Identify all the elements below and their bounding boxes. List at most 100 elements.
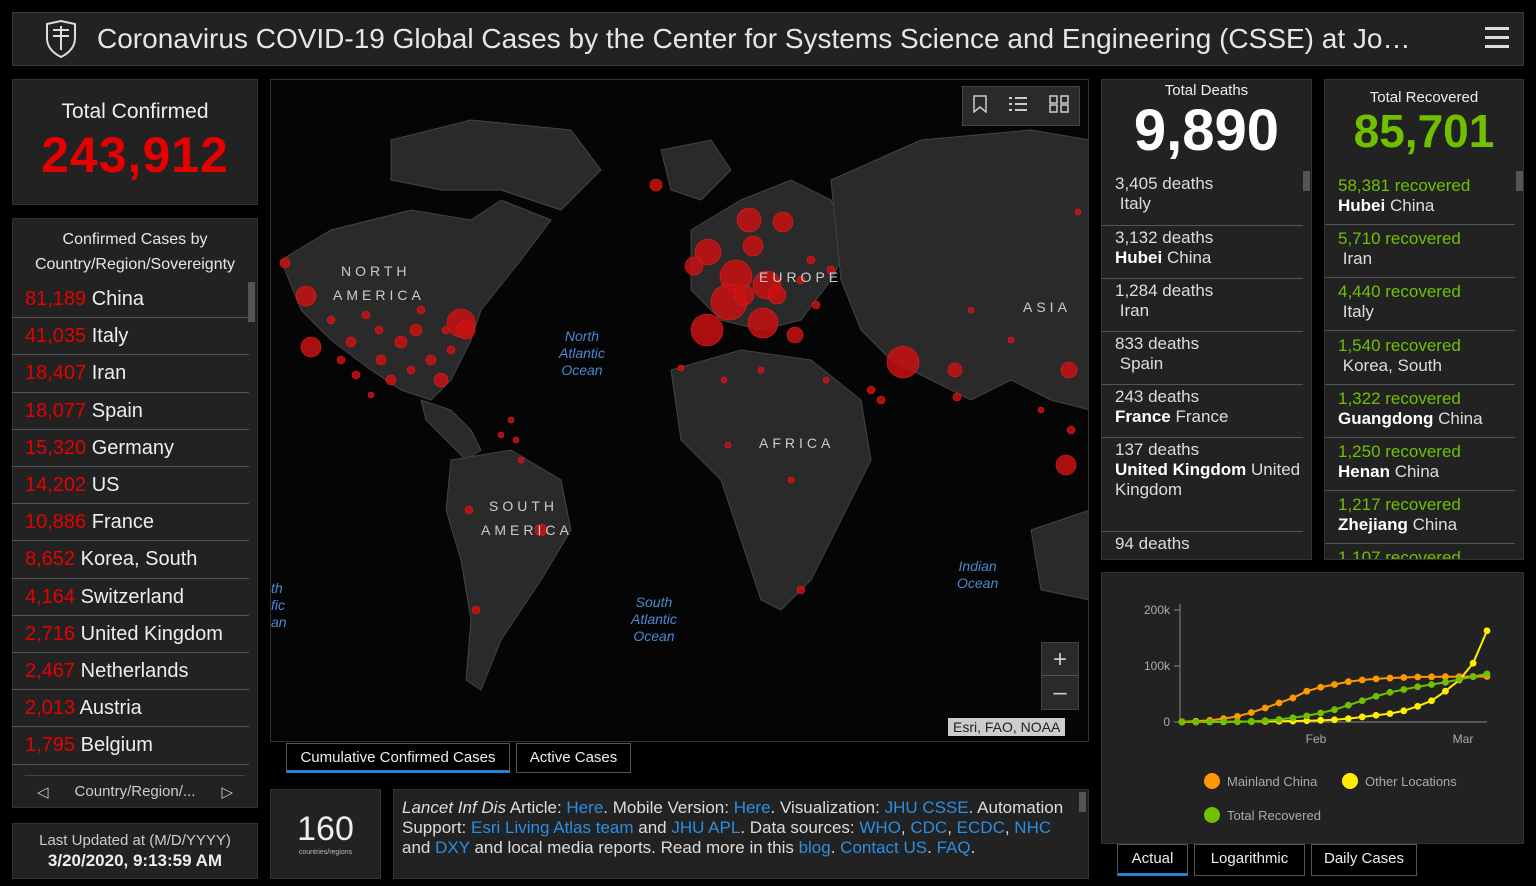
- link-cdc[interactable]: CDC: [910, 818, 948, 837]
- link-blog[interactable]: blog: [798, 838, 831, 857]
- death-row[interactable]: 243 deaths France France: [1102, 385, 1303, 438]
- series-point: [1442, 678, 1449, 686]
- country-count: 8,652: [25, 548, 76, 571]
- tab-cumulative-confirmed[interactable]: Cumulative Confirmed Cases: [286, 743, 510, 773]
- link-jhu-csse[interactable]: JHU CSSE: [884, 798, 969, 817]
- link-who[interactable]: WHO: [859, 818, 901, 837]
- country-row[interactable]: 4,164 Switzerland: [12, 579, 249, 616]
- series-point: [1178, 718, 1186, 726]
- ocean-south-atlantic: South Atlantic Ocean: [631, 594, 677, 645]
- series-point: [1386, 674, 1394, 682]
- recovered-count: 1,107 recovered: [1338, 548, 1461, 560]
- link-faq[interactable]: FAQ: [936, 838, 971, 857]
- recovered-row[interactable]: 1,540 recovered Korea, South: [1325, 332, 1515, 385]
- recovered-scrollbar[interactable]: [1516, 171, 1523, 191]
- recovered-country: China: [1438, 408, 1483, 428]
- tab-active-cases[interactable]: Active Cases: [516, 743, 631, 773]
- country-count: 2,467: [25, 660, 76, 682]
- series-point: [1331, 716, 1338, 724]
- country-row[interactable]: 2,467 Netherlands: [12, 653, 249, 691]
- series-point: [1483, 670, 1491, 678]
- country-row[interactable]: 18,077 Spain: [12, 393, 249, 430]
- recovered-row[interactable]: 1,250 recovered Henan China: [1325, 438, 1515, 491]
- total-deaths-label: Total Deaths: [1164, 82, 1249, 99]
- country-count: 2,716: [25, 622, 76, 645]
- death-region: France: [1115, 407, 1171, 426]
- death-count: 1,284 deaths: [1115, 281, 1214, 300]
- series-point: [1317, 716, 1325, 724]
- list-scrollbar[interactable]: [248, 282, 255, 322]
- country-count: 18,407: [25, 362, 87, 385]
- list-icon[interactable]: [1008, 95, 1028, 118]
- country-row[interactable]: 41,035 Italy: [12, 318, 249, 356]
- death-row[interactable]: 3,405 deaths Italy: [1102, 172, 1303, 226]
- country-name: Switzerland: [80, 585, 185, 608]
- link-article[interactable]: Here: [566, 798, 604, 817]
- country-row[interactable]: 81,189 China: [12, 281, 249, 319]
- zoom-in-button[interactable]: +: [1042, 643, 1078, 676]
- series-point: [1400, 707, 1408, 715]
- zoom-control: + –: [1041, 642, 1079, 710]
- death-row[interactable]: 833 deaths Spain: [1102, 332, 1303, 385]
- death-row[interactable]: 1,284 deaths Iran: [1102, 279, 1303, 332]
- death-row[interactable]: 137 deaths United Kingdom United Kingdom: [1102, 438, 1303, 532]
- link-jhu-apl[interactable]: JHU APL: [671, 818, 741, 837]
- recovered-row[interactable]: 5,710 recovered Iran: [1325, 225, 1515, 279]
- country-row[interactable]: 2,013 Austria: [12, 690, 249, 728]
- legend-swatch: [1204, 807, 1220, 823]
- death-row[interactable]: 3,132 deaths Hubei China: [1102, 226, 1303, 279]
- link-contact[interactable]: Contact US: [840, 838, 928, 857]
- recovered-country: Iran: [1342, 249, 1373, 269]
- recovered-row[interactable]: 4,440 recovered Italy: [1325, 278, 1515, 332]
- info-scrollbar[interactable]: [1079, 792, 1086, 812]
- map-toolbar: [962, 86, 1080, 126]
- recovered-row[interactable]: 58,381 recovered Hubei China: [1325, 172, 1515, 225]
- series-point: [1358, 697, 1366, 705]
- info-text: . Visualization:: [770, 798, 885, 817]
- basemap-gallery-icon[interactable]: [1048, 94, 1069, 118]
- total-recovered-label: Total Recovered: [1369, 89, 1479, 106]
- legend-label: Total Recovered: [1227, 808, 1321, 823]
- hamburger-menu-icon[interactable]: [1485, 27, 1509, 49]
- country-name: Korea, South: [80, 548, 198, 571]
- country-row[interactable]: 18,407 Iran: [12, 355, 249, 393]
- recovered-country: Italy: [1342, 302, 1374, 322]
- country-row[interactable]: 14,202 US: [12, 467, 249, 505]
- series-point: [1261, 704, 1269, 712]
- recovered-row[interactable]: 1,107 recovered: [1325, 544, 1515, 560]
- country-row[interactable]: 8,652 Korea, South: [12, 541, 249, 579]
- country-name: Netherlands: [80, 660, 189, 682]
- world-map[interactable]: NORTH AMERICA EUROPE ASIA AFRICA SOUTH A…: [270, 79, 1089, 742]
- recovered-country: China: [1412, 515, 1458, 535]
- death-row[interactable]: 94 deaths: [1102, 532, 1303, 559]
- link-ecdc[interactable]: ECDC: [956, 818, 1005, 837]
- country-name: Germany: [91, 436, 174, 459]
- tab-logarithmic[interactable]: Logarithmic: [1194, 844, 1305, 876]
- countries-count-value: 160: [297, 810, 354, 848]
- link-dxy[interactable]: DXY: [435, 838, 470, 857]
- series-point: [1289, 714, 1297, 722]
- country-name: Belgium: [80, 734, 153, 757]
- bookmark-icon[interactable]: [973, 94, 988, 118]
- country-row[interactable]: 10,886 France: [12, 504, 249, 542]
- country-row[interactable]: 2,716 United Kingdom: [12, 616, 249, 653]
- deaths-scrollbar[interactable]: [1303, 171, 1310, 191]
- zoom-out-button[interactable]: –: [1053, 679, 1067, 706]
- link-esri[interactable]: Esri Living Atlas team: [471, 818, 634, 837]
- ocean-line: an: [271, 614, 287, 630]
- map-label-africa: AFRICA: [759, 435, 835, 451]
- country-row[interactable]: 1,795 Belgium: [12, 727, 249, 765]
- series-point: [1469, 659, 1477, 667]
- tab-actual[interactable]: Actual: [1117, 844, 1188, 876]
- link-nhc[interactable]: NHC: [1014, 818, 1052, 837]
- chevron-right-icon[interactable]: ▷: [221, 783, 233, 801]
- series-line: [1181, 672, 1488, 723]
- series-point: [1303, 717, 1311, 725]
- chevron-left-icon[interactable]: ◁: [37, 783, 49, 801]
- recovered-row[interactable]: 1,322 recovered Guangdong China: [1325, 385, 1515, 438]
- country-row[interactable]: 15,320 Germany: [12, 430, 249, 467]
- death-country: France: [1175, 407, 1229, 426]
- recovered-row[interactable]: 1,217 recovered Zhejiang China: [1325, 491, 1515, 545]
- tab-daily-cases[interactable]: Daily Cases: [1311, 844, 1417, 876]
- link-mobile[interactable]: Here: [733, 798, 771, 817]
